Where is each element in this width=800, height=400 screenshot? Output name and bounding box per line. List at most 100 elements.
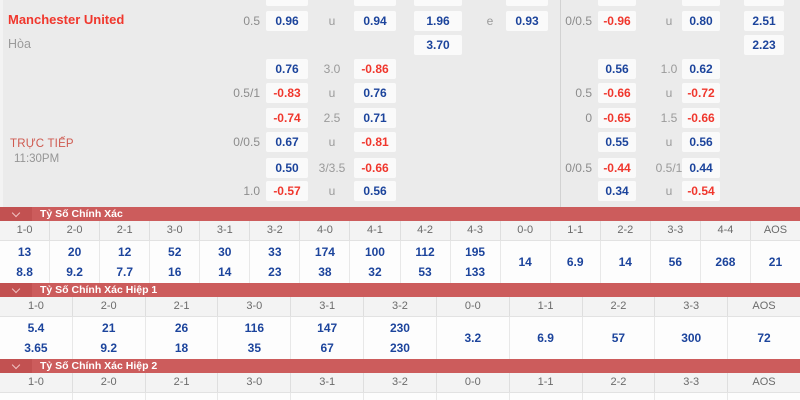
odds-price-cell[interactable]: -0.66 <box>598 83 636 103</box>
odds-price-cell[interactable]: -0.54 <box>682 181 720 201</box>
odds-price-cell[interactable]: -0.57 <box>266 181 308 201</box>
score-odds-cell[interactable]: 174 38 <box>300 241 351 283</box>
home-score-odds[interactable]: 116 <box>244 321 265 335</box>
away-score-odds[interactable]: 14 <box>218 265 232 279</box>
collapse-toggle[interactable] <box>0 207 32 221</box>
away-score-odds[interactable]: 133 <box>465 265 486 279</box>
home-score-odds[interactable]: 26 <box>174 321 189 335</box>
odds-price-cell[interactable]: -0.86 <box>354 59 396 79</box>
score-odds-cell[interactable]: 56 <box>651 241 701 283</box>
odds-price-cell[interactable]: 2.23 <box>744 35 784 55</box>
score-odds-cell[interactable]: 20 9.2 <box>50 241 101 283</box>
draw-score-odds[interactable]: 3.2 <box>464 331 482 345</box>
odds-price-cell[interactable]: 0.44 <box>682 158 720 178</box>
home-score-odds[interactable]: 195 <box>465 245 486 259</box>
section-header-bar[interactable]: Tỷ Số Chính Xác Hiệp 2 <box>0 359 800 373</box>
home-score-odds[interactable]: 174 <box>314 245 335 259</box>
odds-price-cell[interactable]: -0.81 <box>354 132 396 152</box>
odds-price-cell[interactable]: 0.55 <box>598 132 636 152</box>
score-odds-cell[interactable]: 21 9.2 <box>73 317 146 359</box>
away-score-odds[interactable]: 7.7 <box>116 265 133 279</box>
draw-score-odds[interactable]: 21 <box>768 255 783 269</box>
score-odds-cell[interactable]: 6.9 <box>510 317 583 359</box>
away-score-odds[interactable]: 230 <box>389 341 410 355</box>
home-score-odds[interactable]: 230 <box>389 321 410 335</box>
home-score-odds[interactable]: 5.4 <box>27 321 45 335</box>
odds-price-cell[interactable]: 2.51 <box>744 11 784 31</box>
odds-price-cell[interactable]: 0.96 <box>266 11 308 31</box>
odds-price-cell[interactable]: -0.65 <box>598 108 636 128</box>
odds-price-cell[interactable]: -0.96 <box>598 11 636 31</box>
score-odds-cell[interactable]: 52 16 <box>150 241 201 283</box>
away-score-odds[interactable]: 16 <box>168 265 182 279</box>
home-team-name[interactable]: Manchester United <box>8 12 125 27</box>
odds-price-cell[interactable]: 0.56 <box>354 181 396 201</box>
score-odds-cell[interactable]: 100 32 <box>350 241 401 283</box>
home-score-odds[interactable]: 147 <box>317 321 338 335</box>
away-score-odds[interactable]: 23 <box>268 265 282 279</box>
home-score-odds[interactable]: 30 <box>218 245 232 259</box>
odds-price-cell[interactable]: 0.94 <box>354 11 396 31</box>
score-odds-cell[interactable]: 30 14 <box>200 241 251 283</box>
home-score-odds[interactable]: 20 <box>67 245 82 259</box>
away-score-odds[interactable]: 35 <box>247 341 262 355</box>
away-score-odds[interactable]: 9.2 <box>100 341 118 355</box>
odds-price-cell[interactable]: -0.66 <box>682 108 720 128</box>
score-odds-cell[interactable]: 6.9 <box>551 241 601 283</box>
home-score-odds[interactable]: 13 <box>17 245 32 259</box>
home-score-odds[interactable]: 33 <box>268 245 282 259</box>
score-odds-cell[interactable]: 21 <box>751 241 800 283</box>
draw-score-odds[interactable]: 57 <box>611 331 626 345</box>
odds-price-cell[interactable]: 0.76 <box>354 83 396 103</box>
section-header-bar[interactable]: Tỷ Số Chính Xác Hiệp 1 <box>0 283 800 297</box>
home-score-odds[interactable]: 112 <box>415 245 435 259</box>
home-score-odds[interactable]: 12 <box>117 245 132 259</box>
odds-price-cell[interactable]: 0.80 <box>682 11 720 31</box>
score-odds-cell[interactable]: 195 133 <box>451 241 501 283</box>
odds-price-cell[interactable]: -0.66 <box>354 158 396 178</box>
draw-score-odds[interactable]: 72 <box>757 331 771 345</box>
odds-price-cell[interactable]: -0.72 <box>682 83 720 103</box>
odds-price-cell[interactable]: 3.70 <box>414 35 462 55</box>
away-score-odds[interactable]: 9.2 <box>66 265 83 279</box>
score-odds-cell[interactable]: 26 18 <box>146 317 219 359</box>
draw-score-odds[interactable]: 6.9 <box>537 331 554 345</box>
home-score-odds[interactable]: 100 <box>364 245 385 259</box>
score-odds-cell[interactable]: 14 <box>501 241 551 283</box>
draw-score-odds[interactable]: 14 <box>618 255 632 269</box>
home-score-odds[interactable]: 21 <box>102 321 116 335</box>
odds-price-cell[interactable]: 1.96 <box>414 11 462 31</box>
odds-price-cell[interactable]: 0.71 <box>354 108 396 128</box>
odds-price-cell[interactable]: -0.83 <box>266 83 308 103</box>
home-score-odds[interactable]: 52 <box>168 245 182 259</box>
odds-price-cell[interactable]: 0.34 <box>598 181 636 201</box>
draw-score-odds[interactable]: 14 <box>518 255 532 269</box>
away-score-odds[interactable]: 8.8 <box>16 265 33 279</box>
draw-score-odds[interactable]: 300 <box>681 331 702 345</box>
away-score-odds[interactable]: 38 <box>318 265 332 279</box>
score-odds-cell[interactable]: 116 35 <box>218 317 292 359</box>
collapse-toggle[interactable] <box>0 283 32 297</box>
score-odds-cell[interactable]: 12 7.7 <box>100 241 151 283</box>
score-odds-cell[interactable]: 5.4 3.65 <box>0 317 73 359</box>
odds-price-cell[interactable]: 0.56 <box>598 59 636 79</box>
odds-price-cell[interactable]: 0.76 <box>266 59 308 79</box>
away-score-odds[interactable]: 3.65 <box>24 341 48 355</box>
draw-score-odds[interactable]: 268 <box>715 255 736 269</box>
collapse-toggle[interactable] <box>0 359 32 373</box>
section-header-bar[interactable]: Tỷ Số Chính Xác <box>0 207 800 221</box>
odds-price-cell[interactable]: 0.50 <box>266 158 308 178</box>
score-odds-cell[interactable]: 72 <box>728 317 800 359</box>
score-odds-cell[interactable]: 147 67 <box>291 317 365 359</box>
score-odds-cell[interactable]: 57 <box>583 317 656 359</box>
away-score-odds[interactable]: 53 <box>418 265 432 279</box>
odds-price-cell[interactable]: 0.67 <box>266 132 308 152</box>
score-odds-cell[interactable]: 300 <box>655 317 729 359</box>
odds-price-cell[interactable]: 0.62 <box>682 59 720 79</box>
odds-price-cell[interactable]: 0.56 <box>682 132 720 152</box>
draw-score-odds[interactable]: 56 <box>668 255 683 269</box>
away-score-odds[interactable]: 32 <box>368 265 382 279</box>
score-odds-cell[interactable]: 268 <box>701 241 751 283</box>
odds-price-cell[interactable]: -0.44 <box>598 158 636 178</box>
odds-price-cell[interactable]: 0.93 <box>506 11 548 31</box>
